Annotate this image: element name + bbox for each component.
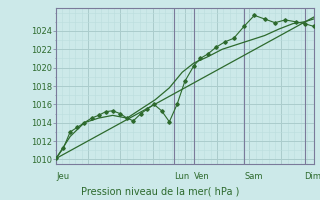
Text: Sam: Sam — [244, 172, 262, 181]
Text: Dim: Dim — [305, 172, 320, 181]
Text: Ven: Ven — [194, 172, 210, 181]
Text: Pression niveau de la mer( hPa ): Pression niveau de la mer( hPa ) — [81, 186, 239, 196]
Text: Lun: Lun — [174, 172, 190, 181]
Text: Jeu: Jeu — [56, 172, 69, 181]
